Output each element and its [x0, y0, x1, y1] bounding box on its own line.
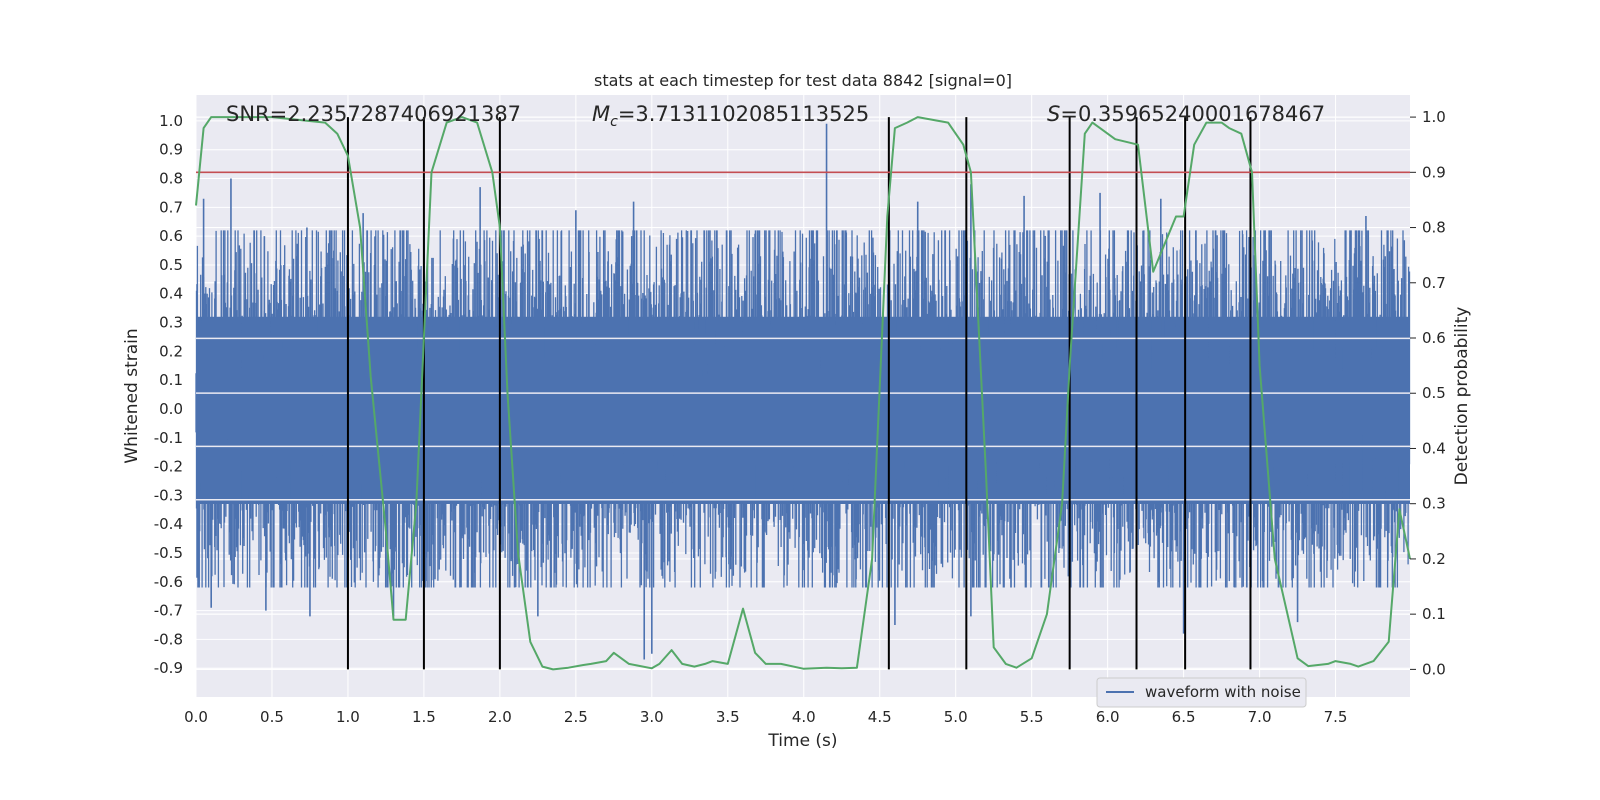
x-tick-label: 5.0	[944, 708, 968, 726]
y-tick-label: 0.3	[159, 314, 183, 332]
x-tick-label: 0.5	[260, 708, 284, 726]
y-tick-label: -0.3	[154, 486, 183, 504]
y-tick-label: 1.0	[159, 112, 183, 130]
waveform-series	[195, 123, 1411, 660]
y-tick-label: -0.9	[154, 659, 183, 677]
y-axis-ticks: 1.0 0.9 0.8 0.7 0.6 0.5 0.4 0.3 0.2 0.1 0.0 -0.1 -0.…	[154, 112, 183, 677]
y-tick-label: -0.4	[154, 515, 183, 533]
snr-annotation: SNR=2.2357287406921387	[226, 102, 521, 126]
chirp-mass-annotation: Mc=3.7131102085113525	[592, 102, 869, 130]
y-tick-label: 0.6	[159, 227, 183, 245]
y2-tick-label: 0.5	[1422, 384, 1446, 402]
chart-title: stats at each timestep for test data 884…	[594, 71, 1012, 90]
y2-tick-label: 0.8	[1422, 219, 1446, 237]
y2-tick-label: 0.7	[1422, 274, 1446, 292]
x-tick-label: 2.5	[564, 708, 588, 726]
s-symbol: S	[1047, 102, 1060, 126]
x-tick-label: 5.5	[1020, 708, 1044, 726]
y-tick-label: -0.1	[154, 429, 183, 447]
x-tick-label: 2.0	[488, 708, 512, 726]
y2-tick-label: 0.9	[1422, 163, 1446, 181]
probability-series	[195, 116, 1411, 671]
x-tick-label: 4.0	[792, 708, 816, 726]
y-tick-label: -0.7	[154, 602, 183, 620]
x-tick-label: 1.0	[336, 708, 360, 726]
y2-tick-label: 0.6	[1422, 329, 1446, 347]
x-tick-label: 6.5	[1172, 708, 1196, 726]
y2-tick-label: 0.3	[1422, 495, 1446, 513]
legend: waveform with noise	[1096, 677, 1307, 708]
y-tick-label: 0.1	[159, 371, 183, 389]
s-value: =0.35965240001678467	[1060, 102, 1325, 126]
y-tick-label: 0.8	[159, 170, 183, 188]
y-tick-label: 0.5	[159, 256, 183, 274]
x-tick-label: 7.5	[1324, 708, 1348, 726]
x-tick-label: 0.0	[184, 708, 208, 726]
chirp-mass-symbol: M	[592, 102, 610, 126]
probability-line	[195, 116, 1411, 671]
x-tick-label: 7.0	[1248, 708, 1272, 726]
y2-axis-label: Detection probability	[1452, 307, 1472, 486]
y2-tick-label: 0.2	[1422, 550, 1446, 568]
y-tick-label: -0.8	[154, 630, 183, 648]
y2-tick-label: 0.0	[1422, 660, 1446, 678]
x-tick-label: 3.0	[640, 708, 664, 726]
y-tick-label: 0.2	[159, 342, 183, 360]
x-tick-label: 6.0	[1096, 708, 1120, 726]
y-tick-label: -0.6	[154, 573, 183, 591]
y-tick-label: 0.9	[159, 141, 183, 159]
x-tick-label: 1.5	[412, 708, 436, 726]
y2-axis-ticks: 1.0 0.9 0.8 0.7 0.6 0.5 0.4 0.3 0.2 0.1 0.0	[1410, 108, 1446, 678]
legend-label: waveform with noise	[1145, 683, 1301, 701]
chirp-mass-value: =3.7131102085113525	[618, 102, 869, 126]
y-tick-label: 0.7	[159, 198, 183, 216]
y-axis-label: Whitened strain	[122, 328, 142, 463]
x-axis-label: Time (s)	[767, 731, 837, 751]
y-tick-label: 0.0	[159, 400, 183, 418]
x-axis-ticks: 0.0 0.5 1.0 1.5 2.0 2.5 3.0 3.5 4.0 4.5 5.0 5.5 6.0 6…	[184, 708, 1347, 726]
y2-tick-label: 0.4	[1422, 439, 1446, 457]
chirp-mass-subscript: c	[610, 114, 618, 130]
x-tick-label: 4.5	[868, 708, 892, 726]
legend-box	[1096, 677, 1307, 708]
y-tick-label: -0.5	[154, 544, 183, 562]
y-tick-label: -0.2	[154, 458, 183, 476]
x-tick-label: 3.5	[716, 708, 740, 726]
y2-tick-label: 1.0	[1422, 108, 1446, 126]
y-tick-label: 0.4	[159, 285, 183, 303]
y2-tick-label: 0.1	[1422, 605, 1446, 623]
s-annotation: S=0.35965240001678467	[1047, 102, 1325, 126]
